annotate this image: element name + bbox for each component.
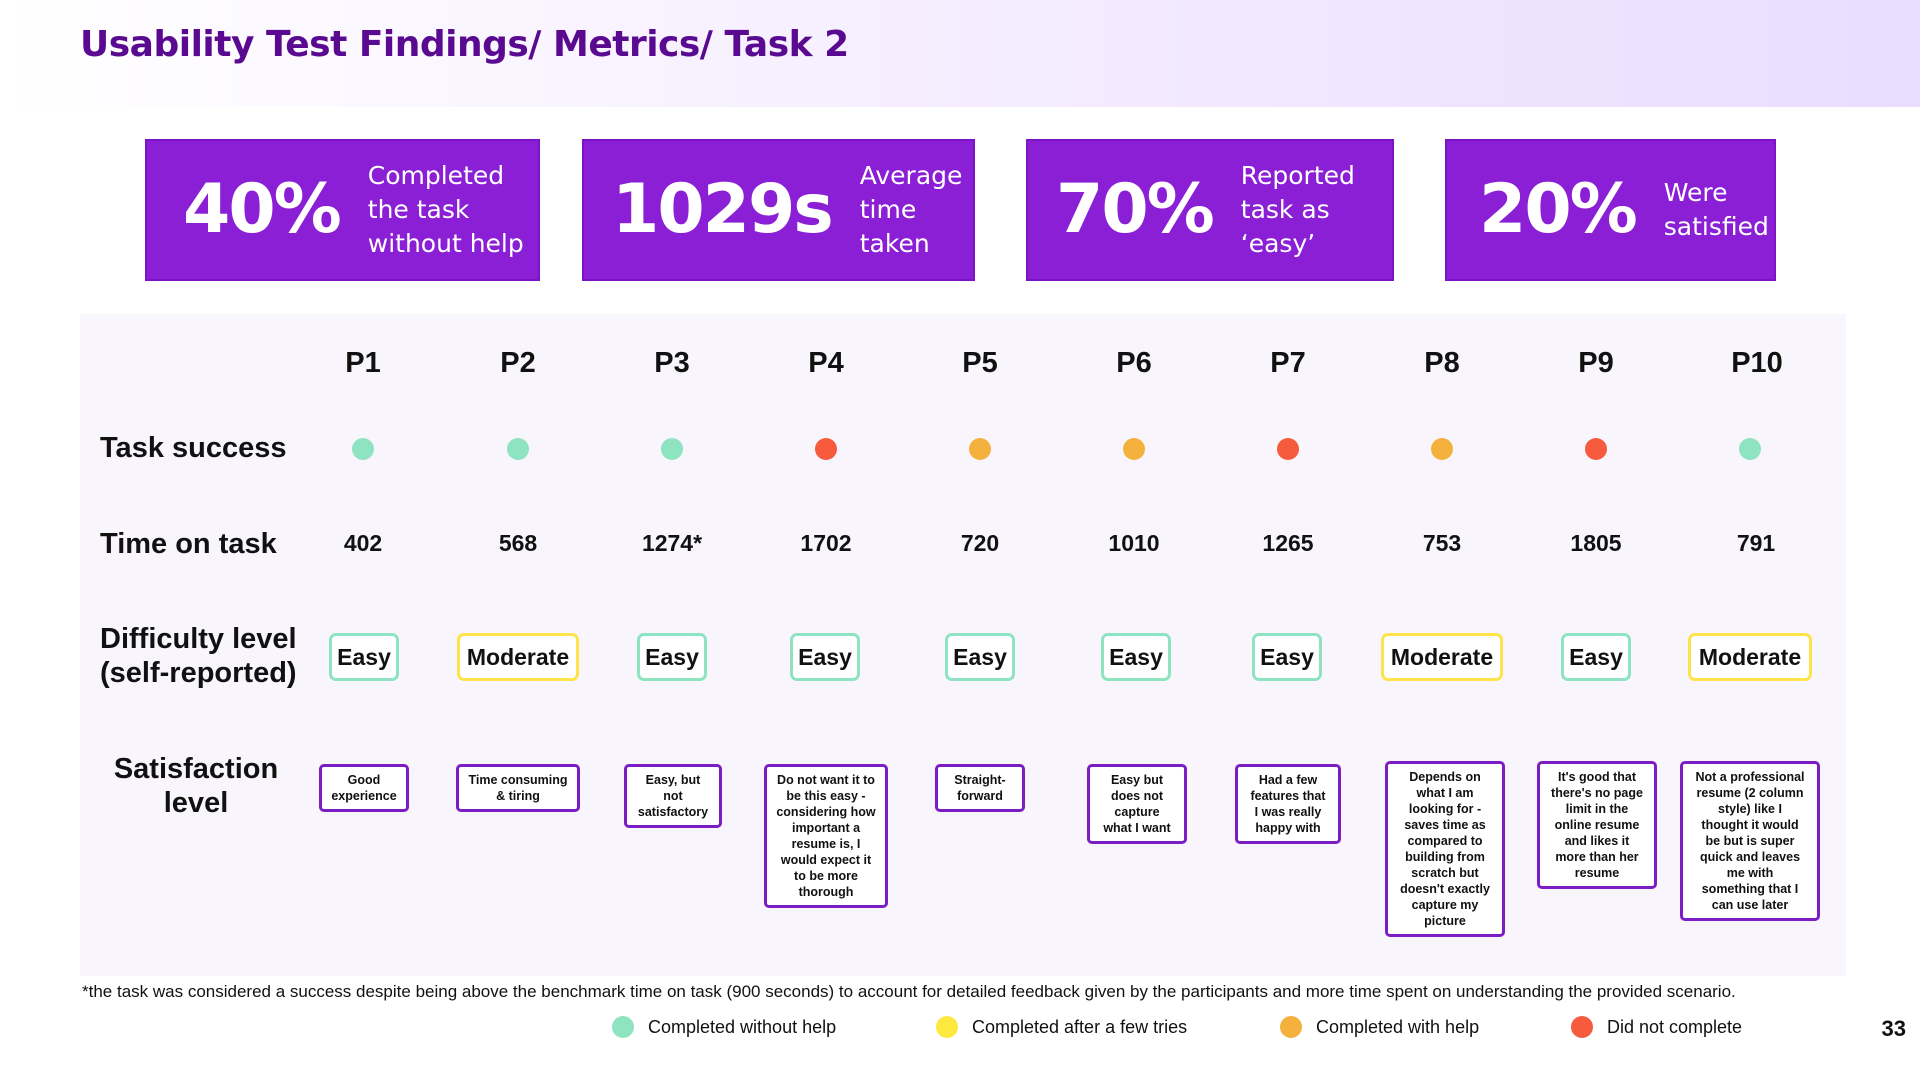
metric-label: Average time taken <box>859 161 963 258</box>
legend-item-completed-after-a-few-tries: Completed after a few tries <box>936 1016 1187 1038</box>
satisfaction-note-p8: Depends on what I am looking for - saves… <box>1385 761 1505 937</box>
column-header-p10: P10 <box>1731 347 1783 379</box>
satisfaction-note-p4: Do not want it to be this easy - conside… <box>764 764 888 908</box>
task-success-dot-p1 <box>352 438 374 460</box>
row-label-difficulty: Difficulty level (self-reported) <box>100 622 297 690</box>
metric-value: 1029s <box>612 170 834 249</box>
footnote: *the task was considered a success despi… <box>82 982 1736 1001</box>
time-on-task-p2: 568 <box>498 530 538 556</box>
row-label-satisfaction-line2: level <box>163 787 229 819</box>
legend-label: Completed after a few tries <box>972 1016 1188 1037</box>
metric-label: Reported task as ‘easy’ <box>1240 161 1355 258</box>
column-header-p5: P5 <box>962 347 998 379</box>
difficulty-badge-p9: Easy <box>1561 633 1631 681</box>
legend-dot-icon <box>1571 1016 1593 1038</box>
metric-card-completed: 40% Completed the task without help <box>145 139 540 281</box>
time-on-task-p1: 402 <box>343 530 383 556</box>
task-success-dot-p5 <box>969 438 991 460</box>
metric-value: 20% <box>1479 170 1638 249</box>
metric-card-satisfied: 20% Were satisfied <box>1445 139 1776 281</box>
page-title: Usability Test Findings/ Metrics/ Task 2 <box>80 24 849 65</box>
row-label-task-success: Task success <box>100 432 287 464</box>
task-success-dot-p9 <box>1585 438 1607 460</box>
column-header-p6: P6 <box>1116 347 1152 379</box>
difficulty-badge-p7: Easy <box>1252 633 1322 681</box>
row-label-difficulty-line2: (self-reported) <box>100 657 297 689</box>
legend-dot-icon <box>936 1016 958 1038</box>
row-label-satisfaction-line1: Satisfaction <box>113 753 279 785</box>
column-header-p3: P3 <box>654 347 690 379</box>
metric-label: Completed the task without help <box>367 161 524 258</box>
column-header-p9: P9 <box>1578 347 1614 379</box>
time-on-task-p6: 1010 <box>1108 530 1160 556</box>
metric-value: 40% <box>183 170 342 249</box>
column-header-p4: P4 <box>808 347 844 379</box>
legend-label: Did not complete <box>1607 1016 1743 1037</box>
difficulty-badge-p6: Easy <box>1101 633 1171 681</box>
task-success-dot-p3 <box>661 438 683 460</box>
time-on-task-p4: 1702 <box>800 530 852 556</box>
satisfaction-note-p3: Easy, but not satisfactory <box>624 764 722 828</box>
metric-card-average-time: 1029s Average time taken <box>582 139 975 281</box>
legend-label: Completed without help <box>648 1016 837 1037</box>
difficulty-badge-p5: Easy <box>945 633 1015 681</box>
difficulty-badge-p8: Moderate <box>1381 633 1503 681</box>
column-header-p8: P8 <box>1424 347 1460 379</box>
satisfaction-note-p5: Straight- forward <box>935 764 1025 812</box>
legend-dot-icon <box>612 1016 634 1038</box>
time-on-task-p3: 1274* <box>641 530 703 556</box>
task-success-dot-p2 <box>507 438 529 460</box>
page-number: 33 <box>1881 1016 1906 1041</box>
task-success-dot-p4 <box>815 438 837 460</box>
time-on-task-p7: 1265 <box>1262 530 1314 556</box>
metric-label: Were satisfied <box>1663 178 1769 241</box>
time-on-task-p9: 1805 <box>1570 530 1622 556</box>
satisfaction-note-p1: Good experience <box>319 764 409 812</box>
column-header-p1: P1 <box>345 347 381 379</box>
time-on-task-p10: 791 <box>1736 530 1776 556</box>
difficulty-badge-p3: Easy <box>637 633 707 681</box>
satisfaction-note-p10: Not a professional resume (2 column styl… <box>1680 761 1820 921</box>
difficulty-badge-p4: Easy <box>790 633 860 681</box>
difficulty-badge-p10: Moderate <box>1688 633 1812 681</box>
row-label-satisfaction: Satisfaction level <box>100 752 292 820</box>
task-success-dot-p10 <box>1739 438 1761 460</box>
difficulty-badge-p1: Easy <box>329 633 399 681</box>
satisfaction-note-p6: Easy but does not capture what I want <box>1087 764 1187 844</box>
column-header-p7: P7 <box>1270 347 1306 379</box>
satisfaction-note-p7: Had a few features that I was really hap… <box>1235 764 1341 844</box>
time-on-task-p8: 753 <box>1422 530 1462 556</box>
time-on-task-p5: 720 <box>960 530 1000 556</box>
metric-value: 70% <box>1056 170 1215 249</box>
task-success-dot-p6 <box>1123 438 1145 460</box>
legend-label: Completed with help <box>1316 1016 1480 1037</box>
legend-item-completed-without-help: Completed without help <box>612 1016 836 1038</box>
legend-item-did-not-complete: Did not complete <box>1571 1016 1742 1038</box>
satisfaction-note-p9: It's good that there's no page limit in … <box>1537 761 1657 889</box>
metric-card-reported-easy: 70% Reported task as ‘easy’ <box>1026 139 1394 281</box>
satisfaction-note-p2: Time consuming & tiring <box>456 764 580 812</box>
row-label-difficulty-line1: Difficulty level <box>100 623 297 655</box>
task-success-dot-p8 <box>1431 438 1453 460</box>
row-label-time-on-task: Time on task <box>100 528 277 560</box>
difficulty-badge-p2: Moderate <box>457 633 579 681</box>
legend-item-completed-with-help: Completed with help <box>1280 1016 1479 1038</box>
task-success-dot-p7 <box>1277 438 1299 460</box>
legend-dot-icon <box>1280 1016 1302 1038</box>
column-header-p2: P2 <box>500 347 536 379</box>
header-bar <box>0 0 1920 107</box>
